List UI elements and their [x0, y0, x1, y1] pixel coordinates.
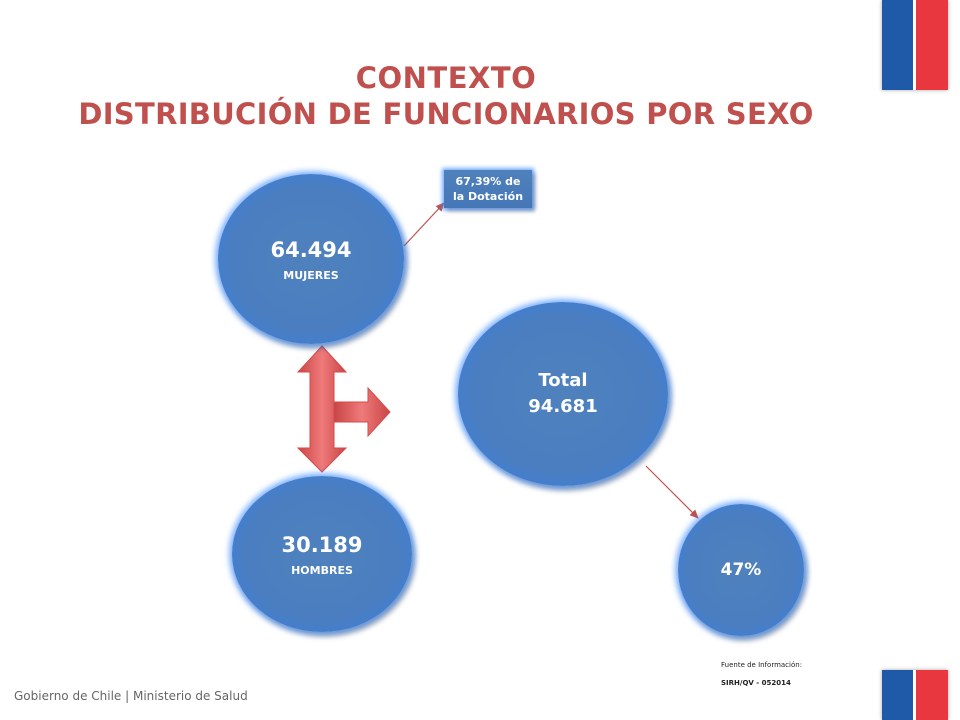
total-label: Total — [538, 370, 588, 391]
hombres-node: 30.189 HOMBRES — [232, 476, 412, 632]
hombres-value: 30.189 — [281, 532, 363, 557]
callout-line-2: la Dotación — [452, 190, 524, 203]
connector-mujeres-callout — [403, 202, 445, 247]
source-line-2: SIRH/QV - 052014 — [721, 679, 791, 687]
connector-total-pct — [645, 465, 699, 519]
chile-flag-bottom-icon — [882, 670, 948, 720]
total-node: Total 94.681 — [458, 302, 668, 486]
slide-title: CONTEXTO DISTRIBUCIÓN DE FUNCIONARIOS PO… — [0, 60, 892, 132]
hombres-label: HOMBRES — [291, 563, 353, 577]
callout-line-1: 67,39% de — [455, 175, 521, 188]
percentage-callout: 67,39% de la Dotación — [444, 170, 532, 208]
mujeres-value: 64.494 — [270, 237, 352, 262]
source-line-1: Fuente de Información: — [721, 661, 803, 669]
mujeres-node: 64.494 MUJERES — [218, 174, 404, 344]
mujeres-label: MUJERES — [283, 268, 339, 282]
footer-text: Gobierno de Chile | Ministerio de Salud — [14, 689, 248, 703]
hombres-percentage-value: 47% — [720, 560, 762, 580]
title-line-2: DISTRIBUCIÓN DE FUNCIONARIOS POR SEXO — [78, 97, 814, 131]
chile-flag-top-icon — [882, 0, 948, 90]
total-value: 94.681 — [528, 396, 598, 417]
source-note: Fuente de Información: SIRH/QV - 052014 — [721, 660, 802, 688]
double-arrow-icon — [296, 345, 391, 473]
title-line-1: CONTEXTO — [355, 61, 537, 95]
hombres-percentage-node: 47% — [678, 504, 804, 636]
